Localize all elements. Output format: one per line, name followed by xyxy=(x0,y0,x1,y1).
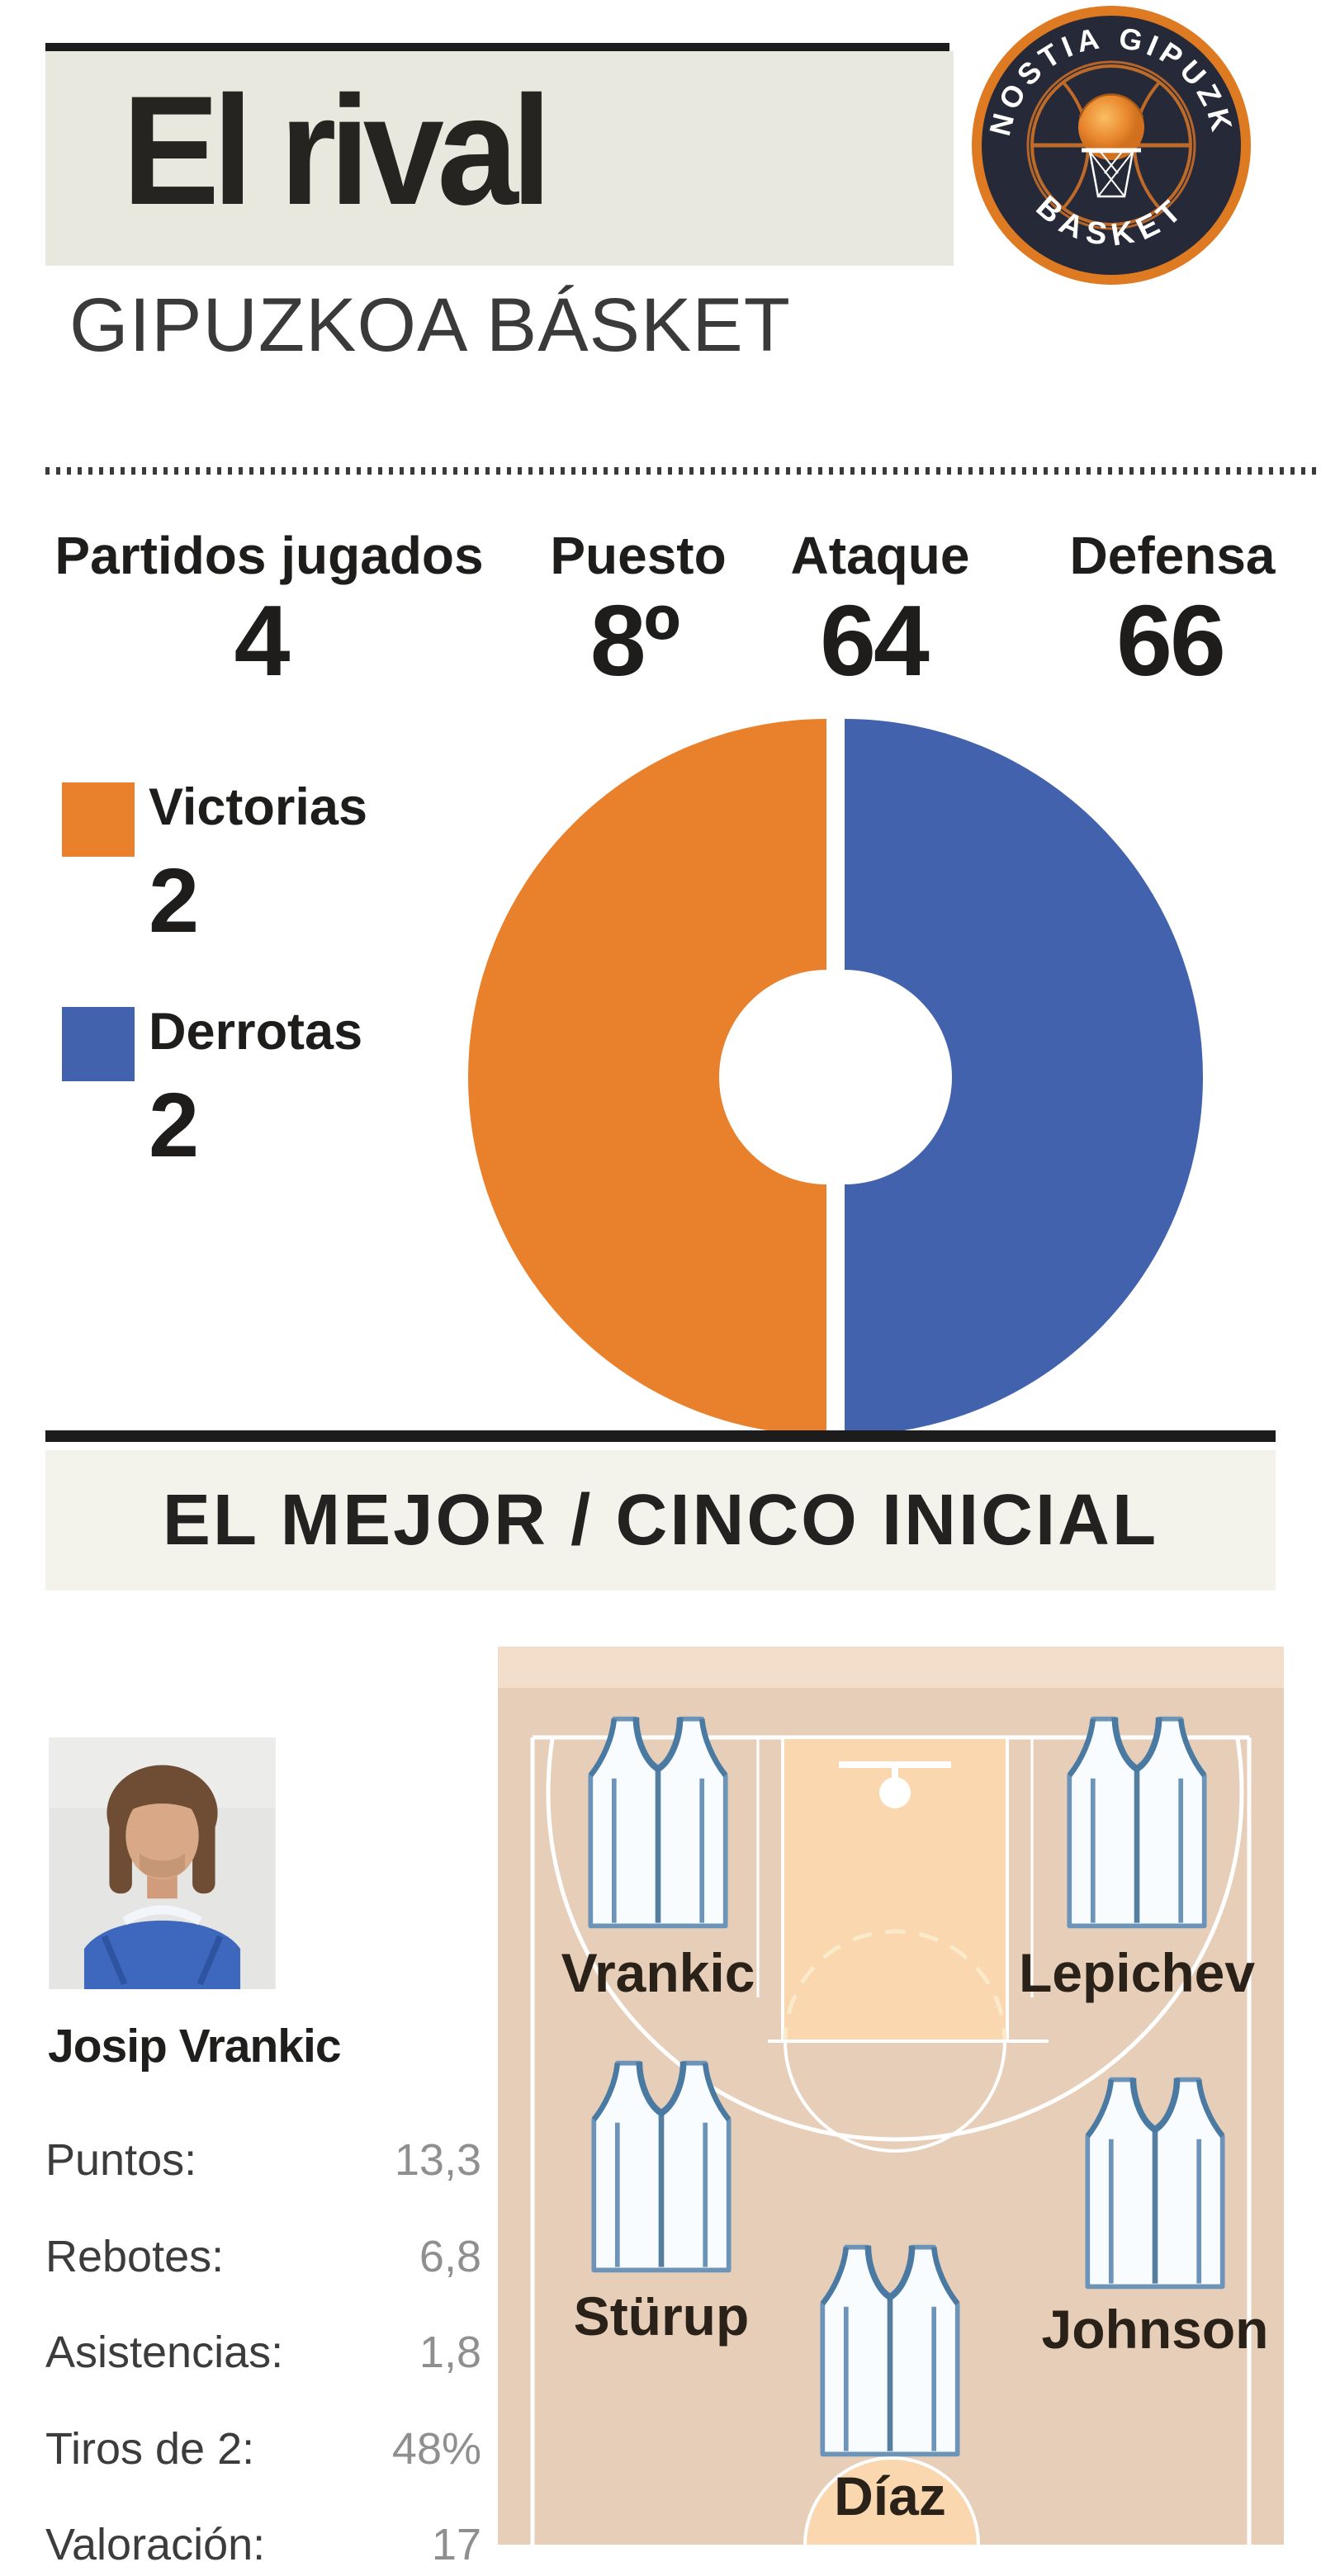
player-stats-list: Puntos: 13,3 Rebotes: 6,8 Asistencias: 1… xyxy=(45,2134,481,2570)
lineup-label-lepichev: Lepichev xyxy=(1018,1942,1256,2003)
stat-row-valoracion: Valoración: 17 xyxy=(45,2519,481,2570)
stat-label: Rebotes: xyxy=(45,2231,225,2281)
lineup-label-sturup: Stürup xyxy=(573,2285,750,2347)
donut-slice-victorias xyxy=(468,719,826,1435)
page-title: El rival xyxy=(122,64,552,237)
section-divider xyxy=(45,1430,1276,1442)
legend-swatch-victorias xyxy=(62,782,135,857)
stat-value: 17 xyxy=(431,2520,481,2569)
stat-label: Asistencias: xyxy=(45,2328,284,2377)
stat-value: 48% xyxy=(391,2423,481,2474)
player-photo xyxy=(48,1737,277,1989)
stat-row-puntos: Puntos: 13,3 xyxy=(45,2134,481,2186)
stat-row-rebotes: Rebotes: 6,8 xyxy=(45,2231,481,2282)
stat-row-tiros: Tiros de 2: 48% xyxy=(45,2423,481,2474)
team-logo-icon: DONOSTIA GIPUZKOA BASKET xyxy=(970,4,1252,286)
title-background xyxy=(45,51,954,266)
player-name: Josip Vrankic xyxy=(48,2020,342,2073)
section-heading: EL MEJOR / CINCO INICIAL xyxy=(162,1480,1159,1560)
lineup-label-vrankic: Vrankic xyxy=(561,1942,755,2003)
summary-value-partidos: 4 xyxy=(234,584,291,697)
donut-slice-derrotas xyxy=(845,719,1203,1435)
legend-label-victorias: Victorias xyxy=(149,778,367,836)
legend-label-derrotas: Derrotas xyxy=(149,1003,363,1061)
legend-swatch-derrotas xyxy=(62,1007,135,1081)
stat-label: Tiros de 2: xyxy=(45,2423,255,2474)
summary-label-ataque: Ataque xyxy=(790,526,970,585)
stat-label: Puntos: xyxy=(45,2135,197,2185)
summary-value-defensa: 66 xyxy=(1116,584,1226,697)
summary-value-puesto: 8º xyxy=(589,584,680,697)
lineup-label-diaz: Díaz xyxy=(834,2465,946,2526)
top-rule xyxy=(45,43,949,51)
summary-value-ataque: 64 xyxy=(820,584,930,697)
donut-chart xyxy=(456,697,1215,1457)
stat-value: 1,8 xyxy=(419,2328,481,2377)
legend-value-victorias: 2 xyxy=(149,850,200,952)
stat-value: 6,8 xyxy=(419,2231,481,2281)
dotted-separator xyxy=(45,467,1321,475)
summary-label-defensa: Defensa xyxy=(1069,526,1276,585)
basketball-court xyxy=(498,1647,1284,2576)
stat-value: 13,3 xyxy=(394,2135,481,2185)
legend-value-derrotas: 2 xyxy=(149,1075,200,1176)
team-name: GIPUZKOA BÁSKET xyxy=(69,283,791,367)
stat-label: Valoración: xyxy=(45,2520,266,2569)
summary-label-partidos: Partidos jugados xyxy=(54,526,484,585)
lineup-label-johnson: Johnson xyxy=(1041,2299,1269,2360)
summary-label-puesto: Puesto xyxy=(550,526,727,585)
stat-row-asistencias: Asistencias: 1,8 xyxy=(45,2327,481,2378)
section-heading-background: EL MEJOR / CINCO INICIAL xyxy=(45,1450,1276,1591)
